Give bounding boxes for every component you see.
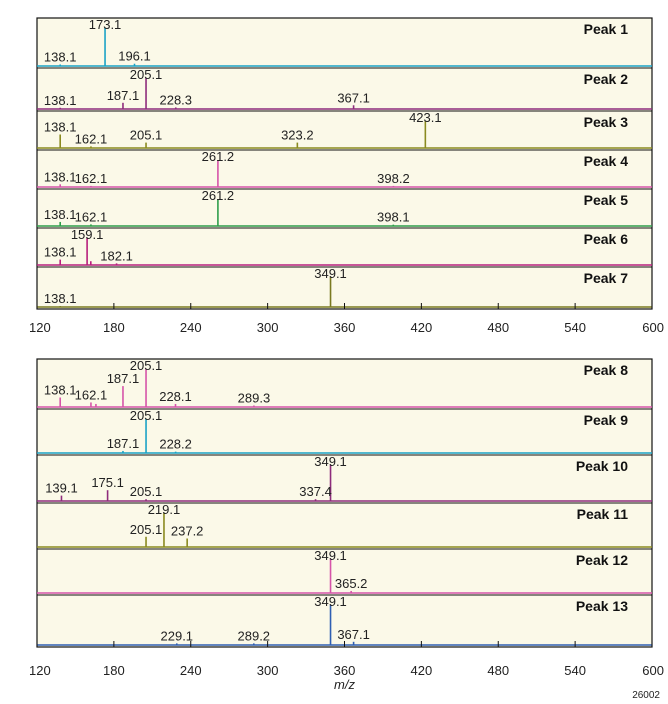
panel-title: Peak 7 [584, 270, 629, 286]
peak-label: 138.1 [44, 291, 77, 306]
x-tick-label: 120 [29, 663, 51, 678]
peak-label: 205.1 [130, 408, 163, 423]
peak-label: 365.2 [335, 576, 368, 591]
panel-title: Peak 13 [576, 598, 628, 614]
peak-label: 228.2 [159, 437, 192, 452]
peak-label: 349.1 [314, 594, 347, 609]
panel-title: Peak 5 [584, 192, 629, 208]
peak-label: 138.1 [44, 120, 77, 135]
figure-id: 26002 [632, 690, 660, 701]
x-tick-label: 240 [180, 663, 202, 678]
peak-label: 349.1 [314, 548, 347, 563]
peak-label: 398.2 [377, 171, 410, 186]
x-tick-label: 480 [487, 663, 509, 678]
peak-label: 187.1 [107, 371, 140, 386]
x-axis-label: m/z [334, 677, 355, 692]
peak-label: 289.3 [238, 390, 271, 405]
peak-label: 182.1 [100, 248, 133, 263]
x-tick-label: 420 [411, 320, 433, 335]
peak-label: 173.1 [89, 17, 122, 32]
peak-label: 205.1 [130, 484, 163, 499]
x-tick-label: 600 [642, 663, 664, 678]
x-tick-label: 540 [564, 320, 586, 335]
peak-label: 138.1 [44, 93, 77, 108]
x-tick-label: 360 [334, 663, 356, 678]
panel-title: Peak 10 [576, 458, 628, 474]
panel-title: Peak 2 [584, 71, 629, 87]
x-tick-label: 120 [29, 320, 51, 335]
peak-label: 138.1 [44, 169, 77, 184]
x-tick-label: 180 [103, 320, 125, 335]
panel-title: Peak 1 [584, 21, 629, 37]
panel-title: Peak 11 [577, 506, 629, 522]
x-tick-label: 300 [257, 320, 279, 335]
spectra-chart-upper: 138.1 173.1 196.1 Peak 1 138.1 187.1 205.1 228.… [29, 17, 664, 335]
peak-label: 138.1 [44, 207, 77, 222]
panel-title: Peak 12 [576, 552, 628, 568]
peak-label: 159.1 [71, 227, 104, 242]
panel-title: Peak 3 [584, 114, 629, 130]
panel-title: Peak 8 [584, 362, 629, 378]
peak-label: 367.1 [337, 90, 370, 105]
peak-label: 323.2 [281, 128, 314, 143]
peak-label: 261.2 [202, 188, 235, 203]
x-tick-label: 480 [487, 320, 509, 335]
peak-label: 289.2 [238, 628, 271, 643]
peak-label: 138.1 [44, 245, 77, 260]
peak-label: 138.1 [44, 383, 77, 398]
peak-label: 337.4 [299, 484, 332, 499]
x-tick-label: 360 [334, 320, 356, 335]
peak-label: 367.1 [337, 627, 370, 642]
peak-label: 162.1 [75, 131, 108, 146]
peak-label: 398.1 [377, 210, 410, 225]
peak-label: 162.1 [75, 387, 108, 402]
x-tick-label: 540 [564, 663, 586, 678]
panel-title: Peak 4 [584, 153, 629, 169]
peak-label: 175.1 [91, 475, 124, 490]
x-tick-label: 180 [103, 663, 125, 678]
peak-label: 205.1 [130, 128, 163, 143]
peak-label: 205.1 [130, 67, 163, 82]
panel-title: Peak 9 [584, 412, 629, 428]
panel-title: Peak 6 [584, 231, 629, 247]
peak-label: 138.1 [44, 49, 77, 64]
peak-label: 162.1 [75, 209, 108, 224]
peak-label: 228.3 [159, 92, 192, 107]
peak-label: 237.2 [171, 524, 204, 539]
peak-label: 229.1 [161, 628, 194, 643]
peak-label: 187.1 [107, 436, 140, 451]
x-tick-label: 240 [180, 320, 202, 335]
peak-label: 187.1 [107, 88, 140, 103]
x-tick-label: 600 [642, 320, 664, 335]
x-tick-label: 300 [257, 663, 279, 678]
peak-label: 162.1 [75, 171, 108, 186]
peak-label: 139.1 [45, 481, 78, 496]
peak-label: 219.1 [148, 502, 181, 517]
peak-label: 261.2 [202, 149, 235, 164]
peak-label: 349.1 [314, 454, 347, 469]
peak-label: 349.1 [314, 266, 347, 281]
peak-label: 196.1 [118, 49, 151, 64]
peak-label: 423.1 [409, 110, 442, 125]
x-tick-label: 420 [411, 663, 433, 678]
peak-label: 205.1 [130, 358, 163, 373]
peak-label: 228.1 [159, 389, 192, 404]
peak-label: 205.1 [130, 522, 163, 537]
